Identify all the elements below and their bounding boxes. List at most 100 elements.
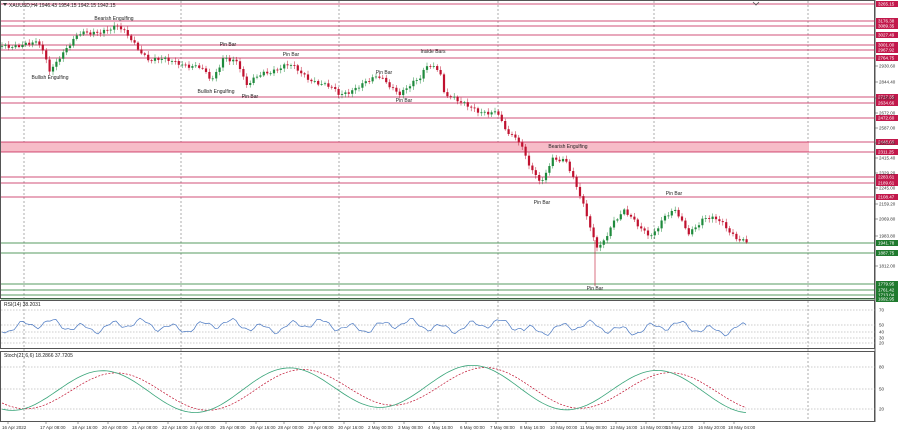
candle-body	[708, 218, 711, 219]
price-tick-label: 2329.20	[879, 171, 896, 176]
candle-body	[398, 91, 401, 96]
rsi-title: RSI(14) 38.2031	[4, 302, 41, 308]
time-tick-label: 6 May 00:00	[460, 425, 485, 430]
candle-body	[51, 66, 55, 72]
candlesticks	[0, 22, 748, 286]
candle-body	[480, 112, 483, 114]
candle-body	[677, 209, 680, 217]
candle-body	[599, 244, 602, 248]
candle-body	[215, 71, 218, 79]
candle-body	[177, 61, 180, 65]
support-price-label: 1692.95	[878, 297, 895, 302]
candle-body	[534, 170, 537, 176]
candle-body	[99, 32, 102, 34]
resistance-price-tag	[876, 100, 898, 106]
stochastic-indicator: 80 50 20	[1, 365, 885, 413]
time-tick-label: 28 Apr 00:00	[278, 425, 304, 430]
candle-body	[612, 220, 616, 228]
candle-body	[381, 77, 384, 79]
price-tick-label: 2245.00	[879, 186, 896, 191]
candle-body	[106, 29, 109, 31]
resistance-price-tag	[876, 174, 898, 180]
candle-body	[374, 76, 378, 78]
time-tick-label: 26 Apr 16:00	[250, 425, 276, 430]
time-tick-label: 22 Apr 16:00	[162, 425, 188, 430]
candle-body	[623, 209, 626, 215]
stoch-main-line	[1, 365, 747, 413]
candle-body	[48, 59, 51, 72]
candle-body	[96, 31, 99, 33]
support-price-label: 1887.75	[878, 251, 895, 256]
candle-body	[75, 35, 78, 39]
candle-body	[167, 57, 170, 62]
candle-body	[432, 66, 435, 67]
resistance-price-label: 2108.47	[878, 195, 895, 200]
candle-body	[487, 111, 490, 115]
time-tick-label: 8 May 16:00	[520, 425, 545, 430]
candle-body	[361, 83, 364, 88]
time-tick-label: 29 Apr 08:00	[308, 425, 334, 430]
candle-body	[300, 70, 303, 74]
support-price-tag	[876, 287, 898, 293]
price-tick-label: 2159.20	[879, 202, 896, 207]
pattern-label: Pin Bar	[396, 98, 413, 104]
support-price-tag	[876, 292, 898, 298]
candle-body	[657, 228, 660, 232]
candle-body	[45, 50, 48, 60]
price-tick-label: 2930.60	[879, 64, 896, 69]
candle-body	[667, 215, 670, 217]
candle-body	[538, 175, 541, 181]
time-tick-label: 17 Apr 08:00	[40, 425, 66, 430]
candle-body	[85, 31, 89, 33]
candle-body	[357, 87, 361, 89]
candle-body	[68, 45, 72, 49]
candle-body	[585, 203, 588, 217]
candle-body	[310, 79, 313, 82]
candle-body	[7, 44, 10, 48]
candle-body	[187, 64, 191, 68]
time-tick-label: 3 May 08:00	[398, 425, 423, 430]
candle-body	[283, 64, 286, 69]
candle-body	[62, 52, 65, 59]
time-tick-label: 10 May 00:00	[550, 425, 578, 430]
candle-body	[738, 239, 741, 241]
candle-body	[439, 69, 442, 75]
candle-body	[446, 92, 449, 97]
resistance-price-label: 2764.75	[878, 56, 895, 61]
candle-body	[221, 58, 225, 68]
collapse-chevron-icon[interactable]	[752, 1, 760, 6]
candle-body	[510, 134, 514, 135]
candle-body	[694, 227, 697, 230]
dropdown-triangle-icon[interactable]	[3, 3, 7, 6]
candle-body	[38, 41, 41, 45]
candle-body	[31, 42, 34, 45]
candle-body	[568, 161, 571, 172]
rsi-level-label: 30	[879, 336, 885, 341]
candle-body	[646, 230, 650, 236]
resistance-price-tag	[876, 139, 898, 145]
candle-body	[194, 65, 197, 67]
candle-body	[232, 59, 235, 62]
candle-body	[395, 87, 398, 92]
candle-body	[687, 228, 690, 235]
resistance-price-tag	[876, 47, 898, 53]
candle-body	[595, 237, 599, 248]
candle-body	[473, 107, 476, 109]
candle-body	[235, 59, 238, 62]
candle-body	[228, 57, 231, 62]
time-axis: 16 Apr 2022 17 Apr 08:00 18 Apr 16:00 20 Ap…	[2, 422, 756, 430]
candle-body	[262, 71, 265, 76]
resistance-price-label: 3027.49	[878, 33, 895, 38]
resistance-price-tag	[876, 32, 898, 38]
candle-body	[728, 228, 731, 233]
candle-body	[691, 229, 694, 235]
candle-body	[147, 54, 150, 61]
candle-body	[136, 42, 140, 50]
candle-body	[412, 80, 415, 87]
candle-body	[517, 137, 520, 143]
candle-body	[415, 80, 418, 81]
candle-body	[391, 87, 395, 89]
candle-body	[633, 216, 636, 220]
